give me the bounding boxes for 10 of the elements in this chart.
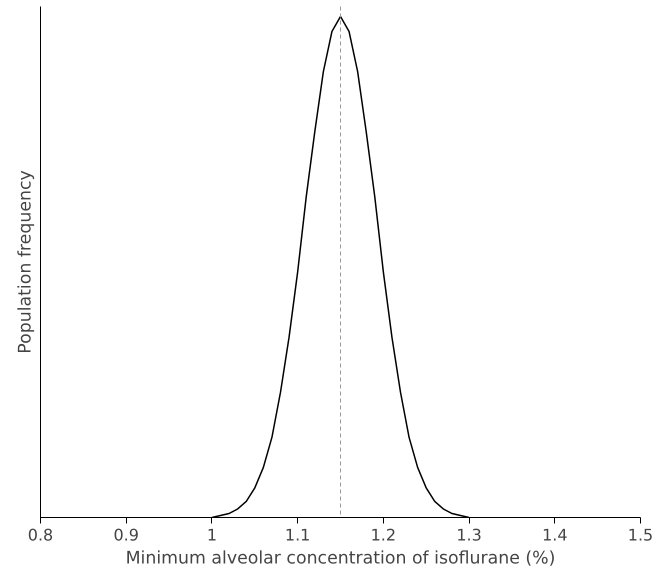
x-tick-label: 1.5 bbox=[628, 526, 654, 544]
x-tick-label: 0.8 bbox=[28, 526, 54, 544]
x-tick-label: 1 bbox=[206, 526, 218, 544]
x-tick-label: 1.3 bbox=[456, 526, 482, 544]
x-tick-label: 0.9 bbox=[113, 526, 139, 544]
x-tick-label: 1.2 bbox=[370, 526, 396, 544]
x-axis-title: Minimum alveolar concentration of isoflurane (%) bbox=[126, 548, 556, 568]
x-tick-label: 1.4 bbox=[542, 526, 568, 544]
y-axis-title: Population frequency bbox=[16, 170, 36, 354]
x-tick-label: 1.1 bbox=[284, 526, 310, 544]
